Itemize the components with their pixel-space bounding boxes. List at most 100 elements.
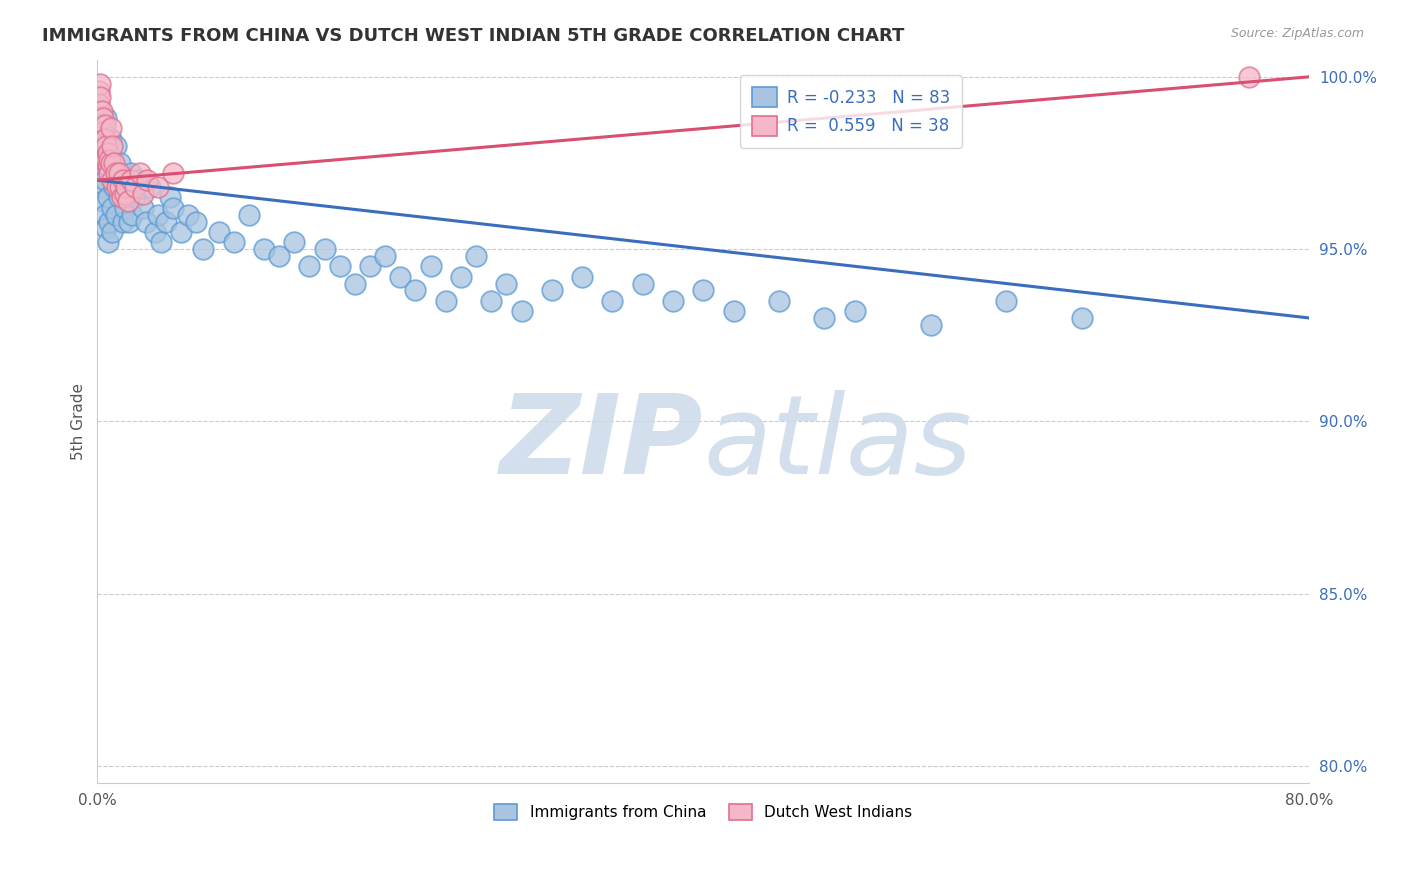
Point bbox=[93, 125, 115, 139]
Point bbox=[89, 121, 111, 136]
Point bbox=[100, 132, 122, 146]
Point bbox=[110, 190, 132, 204]
Point bbox=[662, 293, 685, 308]
Point bbox=[114, 201, 136, 215]
Point bbox=[120, 166, 142, 180]
Point bbox=[117, 186, 139, 201]
Point bbox=[97, 145, 120, 160]
Point bbox=[100, 156, 122, 170]
Point bbox=[124, 190, 146, 204]
Point bbox=[115, 180, 138, 194]
Point bbox=[450, 269, 472, 284]
Point bbox=[90, 180, 112, 194]
Point bbox=[404, 284, 426, 298]
Point bbox=[107, 166, 129, 180]
Point bbox=[101, 138, 124, 153]
Point bbox=[434, 293, 457, 308]
Point bbox=[93, 111, 115, 125]
Point bbox=[110, 180, 132, 194]
Point bbox=[101, 225, 124, 239]
Point bbox=[419, 260, 441, 274]
Point bbox=[146, 180, 169, 194]
Point bbox=[87, 156, 110, 170]
Point bbox=[89, 77, 111, 91]
Point bbox=[162, 201, 184, 215]
Point bbox=[723, 304, 745, 318]
Point bbox=[283, 235, 305, 250]
Point bbox=[124, 180, 146, 194]
Point bbox=[115, 173, 138, 187]
Point bbox=[768, 293, 790, 308]
Point bbox=[329, 260, 352, 274]
Point bbox=[117, 194, 139, 208]
Point bbox=[631, 277, 654, 291]
Point bbox=[238, 208, 260, 222]
Point bbox=[1237, 70, 1260, 84]
Point bbox=[121, 208, 143, 222]
Point bbox=[107, 190, 129, 204]
Point bbox=[177, 208, 200, 222]
Point bbox=[114, 186, 136, 201]
Point bbox=[112, 214, 135, 228]
Point bbox=[90, 118, 112, 132]
Point bbox=[118, 214, 141, 228]
Point bbox=[136, 173, 159, 187]
Point bbox=[253, 242, 276, 256]
Point bbox=[343, 277, 366, 291]
Point bbox=[139, 180, 162, 194]
Point bbox=[143, 225, 166, 239]
Point bbox=[93, 153, 115, 167]
Point bbox=[94, 208, 117, 222]
Point bbox=[98, 156, 121, 170]
Point bbox=[995, 293, 1018, 308]
Point bbox=[162, 166, 184, 180]
Point bbox=[495, 277, 517, 291]
Point bbox=[90, 104, 112, 119]
Point bbox=[920, 318, 942, 332]
Point bbox=[813, 310, 835, 325]
Point bbox=[149, 235, 172, 250]
Point bbox=[1071, 310, 1094, 325]
Text: Source: ZipAtlas.com: Source: ZipAtlas.com bbox=[1230, 27, 1364, 40]
Point bbox=[108, 180, 131, 194]
Point bbox=[90, 138, 112, 153]
Point bbox=[94, 132, 117, 146]
Point bbox=[155, 214, 177, 228]
Point bbox=[89, 166, 111, 180]
Point bbox=[87, 84, 110, 98]
Point bbox=[101, 166, 124, 180]
Point bbox=[193, 242, 215, 256]
Point bbox=[844, 304, 866, 318]
Point bbox=[135, 214, 157, 228]
Y-axis label: 5th Grade: 5th Grade bbox=[72, 383, 86, 459]
Point bbox=[314, 242, 336, 256]
Point bbox=[298, 260, 321, 274]
Point bbox=[108, 156, 131, 170]
Point bbox=[184, 214, 207, 228]
Point bbox=[146, 208, 169, 222]
Point bbox=[103, 180, 125, 194]
Point bbox=[101, 173, 124, 187]
Point bbox=[465, 249, 488, 263]
Point bbox=[112, 173, 135, 187]
Point bbox=[222, 235, 245, 250]
Point bbox=[101, 201, 124, 215]
Point bbox=[540, 284, 562, 298]
Point bbox=[374, 249, 396, 263]
Point bbox=[359, 260, 381, 274]
Point bbox=[98, 166, 121, 180]
Text: IMMIGRANTS FROM CHINA VS DUTCH WEST INDIAN 5TH GRADE CORRELATION CHART: IMMIGRANTS FROM CHINA VS DUTCH WEST INDI… bbox=[42, 27, 904, 45]
Point bbox=[479, 293, 502, 308]
Point bbox=[96, 221, 118, 235]
Point bbox=[87, 104, 110, 119]
Point bbox=[96, 111, 118, 125]
Point bbox=[169, 225, 191, 239]
Point bbox=[97, 190, 120, 204]
Point bbox=[269, 249, 291, 263]
Point bbox=[94, 173, 117, 187]
Legend: Immigrants from China, Dutch West Indians: Immigrants from China, Dutch West Indian… bbox=[488, 797, 918, 826]
Point bbox=[104, 166, 127, 180]
Point bbox=[104, 208, 127, 222]
Point bbox=[510, 304, 533, 318]
Point bbox=[104, 138, 127, 153]
